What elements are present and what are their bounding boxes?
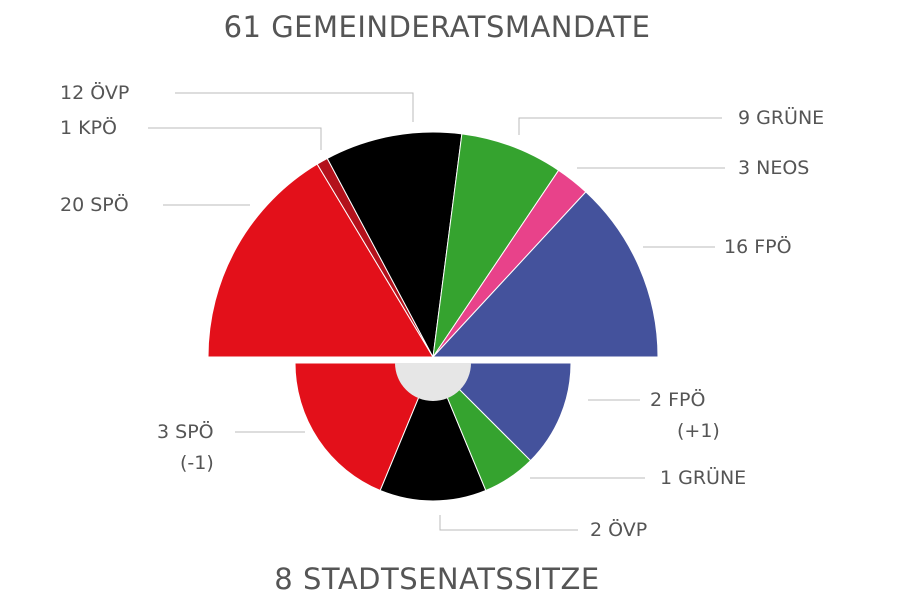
- slice-övp: [379, 361, 487, 502]
- leader-line-gruene: [518, 117, 722, 135]
- label-fpoe-senat-change: (+1): [677, 420, 720, 442]
- slice-fpö: [431, 362, 572, 462]
- leader-line-oevp: [175, 92, 414, 122]
- label-gruene-senat: 1 GRÜNE: [660, 467, 747, 489]
- label-oevp-senat: 2 ÖVP: [590, 519, 648, 541]
- slice-fpö: [431, 191, 659, 358]
- leader-lines: [148, 92, 725, 531]
- chart-title-gemeinderat: 61 GEMEINDERATSMANDATE: [223, 10, 651, 44]
- chart-title-stadtsenat: 8 STADTSENATSSITZE: [274, 562, 600, 596]
- label-fpoe: 16 FPÖ: [724, 236, 792, 258]
- slice-grüne: [432, 133, 560, 358]
- label-spoe: 20 SPÖ: [60, 194, 129, 216]
- label-spoe-senat: 3 SPÖ: [157, 421, 214, 443]
- leader-line-oevp-senat: [439, 515, 578, 531]
- slice-övp: [326, 131, 463, 359]
- leader-line-kpoe: [148, 127, 322, 150]
- slice-spö: [207, 163, 434, 358]
- slice-spö: [294, 362, 434, 492]
- label-gruene: 9 GRÜNE: [738, 107, 825, 129]
- label-oevp: 12 ÖVP: [60, 82, 130, 104]
- label-kpoe: 1 KPÖ: [60, 117, 117, 139]
- label-fpoe-senat: 2 FPÖ: [650, 389, 706, 411]
- label-spoe-senat-change: (-1): [180, 452, 214, 474]
- label-neos: 3 NEOS: [738, 157, 810, 179]
- center-hole: [395, 363, 471, 401]
